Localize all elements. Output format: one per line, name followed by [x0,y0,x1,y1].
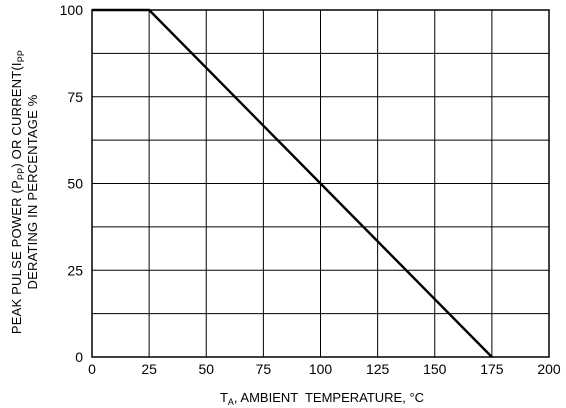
y-tick-labels: 0 25 50 75 100 [60,2,84,365]
x-tick-label: 200 [537,361,561,377]
x-tick-labels: 0 25 50 75 100 125 150 175 200 [88,361,561,377]
x-tick-label: 125 [366,361,390,377]
y-tick-label: 0 [75,349,83,365]
x-tick-label: 0 [88,361,96,377]
y-axis-title-line1-sub2: PP [16,50,26,62]
x-axis-title: TA, AMBIENT TEMPERATURE, °C [220,390,424,407]
y-axis-title-line1-mid: ) OR CURRENT(I [9,62,24,167]
y-tick-label: 75 [67,89,83,105]
y-axis-title-line2: DERATING IN PERCENTAGE % [25,94,40,289]
y-axis-title-line1: PEAK PULSE POWER (PPP) OR CURRENT(IPP [9,50,26,334]
y-tick-label: 50 [67,176,83,192]
frame-layer [91,9,550,358]
x-tick-label: 25 [141,361,157,377]
x-tick-label: 75 [256,361,272,377]
y-tick-label: 100 [60,2,84,18]
y-axis-title: PEAK PULSE POWER (PPP) OR CURRENT(IPP DE… [9,50,40,334]
y-tick-label: 25 [67,262,83,278]
x-tick-label: 150 [423,361,447,377]
x-tick-label: 175 [480,361,504,377]
y-axis-title-line1-sub1: PP [16,168,26,180]
x-tick-label: 100 [309,361,333,377]
x-axis-title-text: , AMBIENT TEMPERATURE, °C [234,390,424,405]
plot-frame [91,9,550,358]
x-axis-title-prefix: T [220,390,228,405]
y-axis-title-line1-pre: PEAK PULSE POWER (P [9,180,24,334]
x-tick-label: 50 [198,361,214,377]
x-axis-title-subscript: A [228,397,234,407]
